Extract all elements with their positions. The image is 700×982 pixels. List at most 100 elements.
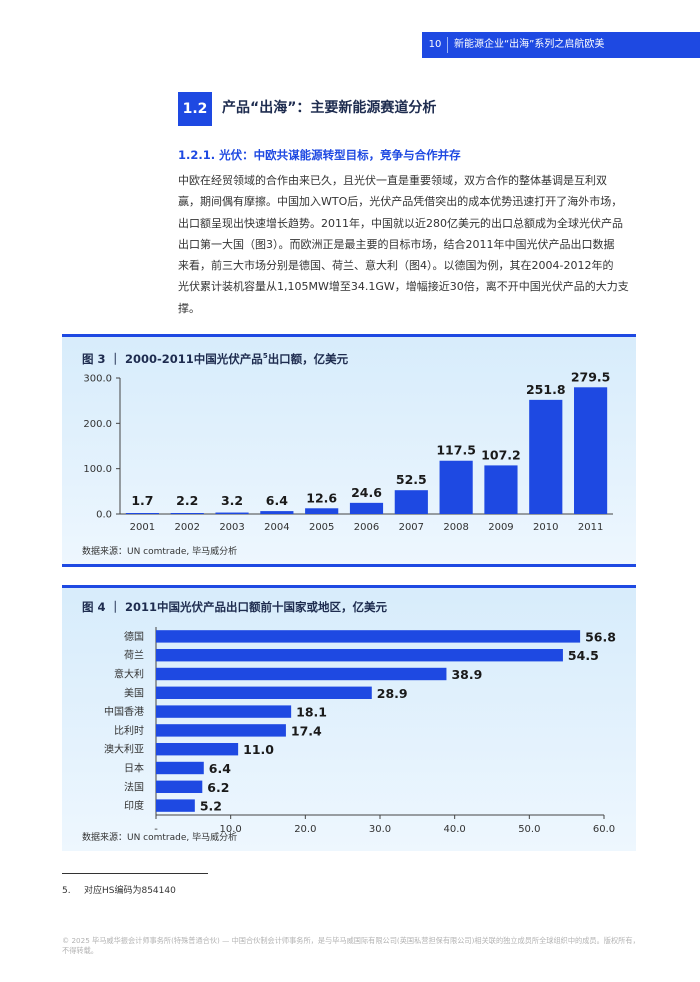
data-label: 117.5: [436, 443, 476, 458]
figure-3-panel: 图 3 ｜ 2000-2011中国光伏产品5出口额，亿美元 0.0 100.0 20…: [62, 334, 636, 567]
bar: [574, 387, 608, 514]
x-tick-label: 2001: [130, 522, 155, 533]
section-number-badge: 1.2: [178, 92, 212, 126]
bar: [156, 705, 292, 718]
figure-4-top-rule: [62, 585, 636, 588]
figure-4-chart: - 10.0 20.0 30.0 40.0 50.0 60.0 56.8 德国 54.5 荷兰 38.…: [104, 627, 616, 835]
x-tick-label: 60.0: [593, 824, 615, 835]
paragraph-line: 赢，期间偶有摩擦。中国加入WTO后，光伏产品凭借突出的成本优势迅速打开了海外市场…: [178, 195, 623, 209]
data-label: 12.6: [306, 490, 337, 505]
x-tick-label: 2002: [175, 522, 200, 533]
x-tick-label: 2003: [219, 522, 244, 533]
data-label: 52.5: [396, 472, 427, 487]
y-tick-label: 德国: [124, 630, 144, 643]
bar: [394, 490, 428, 514]
x-tick-label: 30.0: [369, 824, 391, 835]
footnote-number: 5.: [62, 886, 71, 896]
bar: [305, 508, 339, 514]
bar: [439, 460, 473, 514]
y-tick-label: 200.0: [83, 419, 112, 430]
paragraph-line: 光伏累计装机容量从1,105MW增至34.1GW，增幅接近30倍，离不开中国光伏…: [178, 280, 629, 294]
x-tick-label: 2011: [578, 522, 603, 533]
figure-3-title-main: 图 3 ｜ 2000-2011中国光伏产品: [82, 351, 263, 366]
y-tick-label: 美国: [124, 686, 144, 699]
paragraph-line: 出口第一大国（图3）。而欧洲正是最主要的目标市场，结合2011年中国光伏产品出口…: [178, 237, 615, 251]
figure-4-title: 图 4 ｜ 2011中国光伏产品出口额前十国家或地区，亿美元: [82, 600, 388, 614]
bar: [260, 511, 294, 514]
y-tick-label: 0.0: [96, 510, 112, 521]
data-label: 251.8: [526, 382, 566, 397]
bar: [156, 630, 581, 643]
header-divider: [447, 37, 448, 53]
footnote-rule: [62, 873, 208, 874]
data-label: 5.2: [200, 799, 222, 814]
x-tick-label: 2010: [533, 522, 558, 533]
figure-3-bottom-rule: [62, 564, 636, 567]
x-tick-label: 40.0: [444, 824, 466, 835]
bar: [156, 648, 563, 662]
bar: [156, 686, 372, 700]
data-label: 6.4: [209, 761, 231, 776]
header-bar: [422, 32, 700, 58]
y-tick-label: 法国: [124, 780, 144, 793]
x-tick-label: 2009: [488, 522, 513, 533]
y-tick-label: 印度: [124, 799, 144, 812]
y-tick-label: 日本: [124, 762, 144, 775]
y-tick-label: 中国香港: [104, 705, 144, 718]
data-label: 28.9: [377, 686, 408, 701]
y-tick-label: 300.0: [83, 374, 112, 385]
data-label: 56.8: [585, 629, 616, 644]
data-label: 279.5: [571, 369, 611, 384]
x-tick-label: 2008: [443, 522, 468, 533]
figure-3-title-tail: 出口额，亿美元: [267, 351, 349, 366]
y-tick-label: 100.0: [83, 464, 112, 475]
section-title: 产品“出海”：主要新能源赛道分析: [222, 100, 437, 116]
data-label: 6.4: [266, 493, 288, 508]
x-tick-label: 2005: [309, 522, 334, 533]
page-number: 10: [428, 39, 442, 50]
paragraph-line: 撑。: [178, 301, 200, 315]
figure-3-source: 数据来源：UN comtrade, 毕马威分析: [82, 547, 238, 557]
bar: [484, 465, 518, 514]
data-label: 18.1: [296, 705, 327, 720]
figure-3-title-footnote-ref: 5: [262, 352, 268, 360]
x-tick-label: -: [154, 824, 158, 835]
paragraph-line: 出口额呈现出快速增长趋势。2011年，中国就以近280亿美元的出口总额成为全球光…: [178, 216, 623, 230]
header-title: 新能源企业“出海”系列之启航欧美: [454, 39, 605, 50]
data-label: 107.2: [481, 447, 521, 462]
bar: [156, 761, 204, 775]
data-label: 2.2: [176, 493, 198, 508]
y-tick-label: 比利时: [114, 725, 144, 737]
figure-4-panel: 图 4 ｜ 2011中国光伏产品出口额前十国家或地区，亿美元 - 10.0 20.0…: [62, 585, 636, 851]
x-tick-label: 2007: [399, 522, 424, 533]
data-label: 1.7: [131, 493, 153, 508]
bar: [156, 667, 447, 681]
bar: [349, 502, 384, 514]
x-tick-label: 50.0: [518, 824, 540, 835]
data-label: 3.2: [221, 493, 243, 508]
bar: [156, 780, 203, 794]
figure-3-title: 图 3 ｜ 2000-2011中国光伏产品5出口额，亿美元: [82, 348, 348, 367]
x-tick-label: 2004: [264, 522, 289, 533]
x-tick-label: 20.0: [294, 824, 316, 835]
data-label: 54.5: [568, 648, 599, 663]
data-label: 11.0: [243, 742, 274, 757]
bar: [156, 742, 239, 756]
bar: [125, 513, 159, 514]
bar: [170, 513, 204, 514]
footnote-text: 对应HS编码为854140: [84, 886, 176, 896]
data-label: 6.2: [207, 780, 229, 795]
figure-4-source: 数据来源：UN comtrade, 毕马威分析: [82, 833, 238, 843]
y-tick-label: 澳大利亚: [104, 743, 144, 756]
data-label: 17.4: [291, 723, 322, 738]
paragraph-line: 来看，前三大市场分别是德国、荷兰、意大利（图4）。以德国为例，其在2004-20…: [178, 259, 614, 273]
bar: [156, 724, 286, 737]
data-label: 38.9: [451, 667, 482, 682]
data-label: 24.6: [351, 485, 382, 500]
bar: [215, 512, 249, 514]
x-tick-label: 10.0: [220, 824, 242, 835]
figure-3-top-rule: [62, 334, 636, 337]
x-tick-label: 2006: [354, 522, 379, 533]
subsection-title: 1.2.1. 光伏：中欧共谋能源转型目标，竞争与合作并存: [178, 148, 461, 162]
figure-3-chart: 0.0 100.0 200.0 300.0 1.7 2001 2.2 2002 3.2 2003 6…: [83, 369, 613, 533]
